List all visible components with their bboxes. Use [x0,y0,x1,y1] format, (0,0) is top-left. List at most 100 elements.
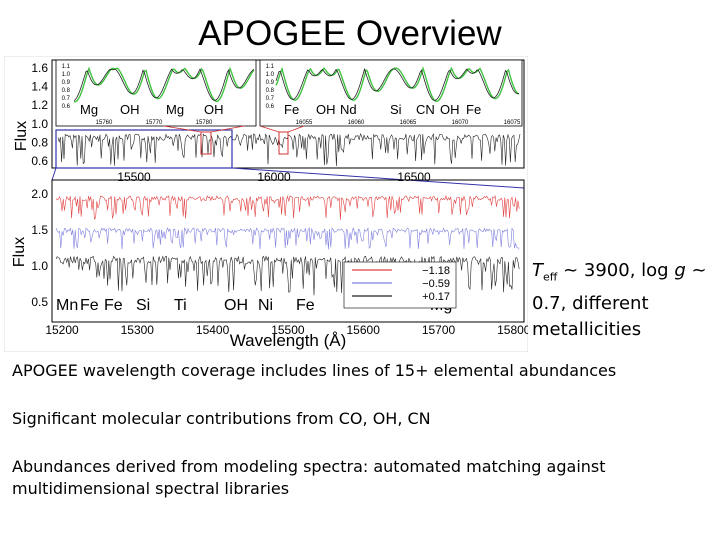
teff-subscript: eff [543,270,558,284]
species-label: Fe [466,102,481,117]
zoom-connector [259,125,280,133]
top-ytick-label: 0.6 [31,154,48,168]
species-label: Si [136,297,150,314]
bottom-xtick-label: 15600 [347,323,381,337]
inset-right-ytick-label: 0.8 [266,88,275,94]
inset-left-ytick-label: 1.1 [62,64,71,70]
inset-right-ytick-label: 0.7 [266,96,275,102]
inset-right-ytick-label: 1.1 [266,64,275,70]
zoom-region-left [200,131,212,155]
inset-right-xtick-label: 16065 [400,120,417,126]
species-label: OH [316,102,336,117]
bottom-xtick-label: 15800 [497,323,528,337]
bullet-molecular: Significant molecular contributions from… [12,409,431,428]
figure-caption: Teff ~ 3900, log g ~ 0.7, different meta… [532,258,714,343]
top-ytick-label: 1.6 [31,61,48,75]
inset-right-ytick-label: 1.0 [266,72,275,78]
inset-left-model-spectrum [73,66,255,103]
coverage-region-box [55,129,233,169]
top-xtick-label: 16500 [397,170,431,184]
species-label: Fe [296,297,315,314]
bottom-xtick-label: 15200 [45,323,79,337]
teff-symbol: T [532,260,543,281]
inset-left-yticks: 1.1 1.0 0.9 0.8 0.7 0.6 [62,64,71,110]
inset-right-ytick-label: 0.9 [266,80,275,86]
zoom-connector [210,125,245,133]
inset-left-species-labels: Mg OH Mg OH [80,102,224,117]
bottom-panel-xticks: 15200 15300 15400 15500 15600 15700 15800 [45,323,528,337]
zoom-region-right [278,131,289,155]
legend-label: +0.17 [422,291,450,303]
bullet-coverage: APOGEE wavelength coverage includes line… [12,361,617,380]
legend: −1.18−0.59+0.17 [352,265,450,303]
top-panel-yticks: 1.6 1.4 1.2 1.0 0.8 0.6 [31,61,48,168]
top-xtick-label: 15500 [117,170,151,184]
inset-right-xtick-label: 16075 [504,120,521,126]
bottom-panel-frame [51,179,525,323]
species-label: Mg [80,102,98,117]
top-ytick-label: 1.0 [31,117,48,131]
bottom-panel-xlabel: Wavelength (Å) [230,331,347,350]
inset-left-ytick-label: 1.0 [62,72,71,78]
bottom-xtick-label: 15400 [196,323,230,337]
inset-left-ytick-label: 0.6 [62,104,71,110]
top-ytick-label: 1.2 [31,98,48,112]
caption-rest: ~ 0.7, different metallicities [532,260,707,340]
g-symbol: g [674,260,686,281]
inset-left-xtick-label: 15770 [146,120,163,126]
top-panel-ylabel: Flux [13,121,30,151]
bottom-panel-ylabel: Flux [11,237,28,267]
teff-text: ~ 3900, log [557,260,675,281]
inset-right-ytick-label: 0.6 [266,104,275,110]
top-ytick-label: 0.8 [31,135,48,149]
inset-right-xtick-label: 16055 [296,120,313,126]
expand-connector [231,167,525,189]
bottom-ytick-label: 1.0 [31,259,48,273]
species-label: Ni [258,297,273,314]
species-label: Si [390,102,402,117]
zoom-connector [163,125,202,133]
bottom-ytick-label: 1.5 [31,223,48,237]
inset-right-species-labels: Fe OH Nd Si CN OH Fe [284,102,481,117]
inset-left-ytick-label: 0.9 [62,80,71,86]
inset-right-xticks: 16055 16060 16065 16070 16075 [296,120,521,126]
inset-right-xtick-label: 16060 [348,120,365,126]
inset-left-xtick-label: 15780 [196,120,213,126]
species-label: CN [416,102,435,117]
species-label: Fe [284,102,299,117]
top-overview-spectrum [57,133,521,167]
inset-right-yticks: 1.1 1.0 0.9 0.8 0.7 0.6 [266,64,275,110]
spectrum-intermediate [55,227,520,250]
bottom-xtick-label: 15700 [422,323,456,337]
species-label: OH [120,102,140,117]
inset-right-xtick-label: 16070 [452,120,469,126]
expand-connector [51,167,57,181]
legend-label: −1.18 [422,265,450,277]
slide-title: APOGEE Overview [198,14,502,53]
species-label: Mn [56,297,78,314]
species-label: Mg [166,102,184,117]
bullet-abundances: Abundances derived from modeling spectra… [12,457,606,498]
bottom-panel-yticks: 2.0 1.5 1.0 0.5 [31,187,48,309]
apogee-spectra-figure: Flux 1.61.41.21.00.80.6 15500 16000 16500 … [4,56,528,352]
legend-label: −0.59 [422,278,450,290]
bottom-ytick-label: 0.5 [31,295,48,309]
bottom-xtick-label: 15500 [271,323,305,337]
zoom-connector [287,125,305,133]
inset-left-ytick-label: 0.8 [62,88,71,94]
species-label: OH [440,102,460,117]
top-ytick-label: 1.4 [31,80,48,94]
species-label: OH [224,297,248,314]
inset-left-observed-spectrum [73,68,255,102]
inset-left-xtick-label: 15760 [96,120,113,126]
species-label: OH [204,102,224,117]
inset-left-xticks: 15760 15770 15780 [96,120,213,126]
bottom-ytick-label: 2.0 [31,187,48,201]
species-label: Ti [174,297,187,314]
spectrum-metal-poor [55,194,520,220]
species-label: Nd [340,102,357,117]
species-label: Fe [104,297,123,314]
inset-left-ytick-label: 0.7 [62,96,71,102]
bottom-xtick-label: 15300 [121,323,155,337]
inset-right-observed-spectrum [275,67,520,101]
